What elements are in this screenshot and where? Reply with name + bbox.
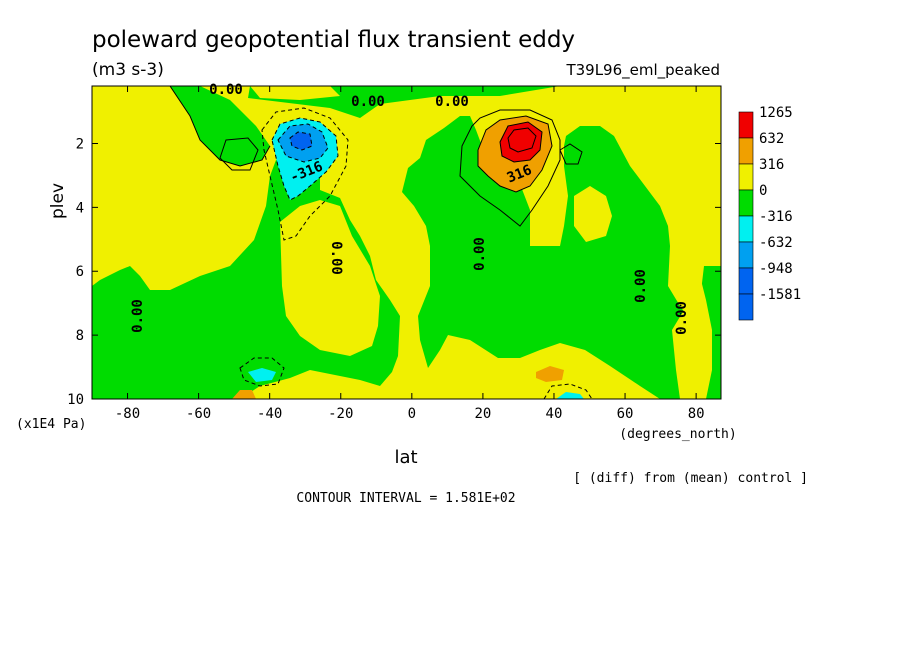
colorbar-swatch bbox=[738, 293, 754, 321]
contour-negative-mid bbox=[271, 117, 339, 201]
x-tick-label: 20 bbox=[474, 406, 491, 422]
field-negative-north-top bbox=[92, 86, 721, 399]
field-positive-orange-bottom bbox=[232, 390, 256, 399]
colorbar-swatch bbox=[738, 137, 754, 165]
x-axis-title: lat bbox=[394, 447, 417, 468]
colorbar-label: 316 bbox=[759, 157, 784, 173]
colorbar-swatch bbox=[738, 215, 754, 243]
colorbar-swatch bbox=[738, 111, 754, 139]
y-tick-label: 2 bbox=[76, 136, 84, 152]
field-positive-strip-top bbox=[250, 86, 340, 100]
x-tick-label: -40 bbox=[257, 406, 282, 422]
contour-interval: CONTOUR INTERVAL = 1.581E+02 bbox=[296, 491, 515, 506]
contour-label: 0.00 bbox=[435, 94, 469, 110]
plot-frame bbox=[91, 85, 722, 400]
field-negative-south-top bbox=[170, 86, 270, 166]
field-negative-cyan-bottom bbox=[556, 392, 584, 399]
y-axis-title: plev bbox=[48, 183, 68, 219]
experiment-label: T39L96_eml_peaked bbox=[565, 61, 720, 80]
contour-label: 0.00 bbox=[351, 94, 385, 110]
colorbar-swatch bbox=[738, 163, 754, 191]
field-positive-island-center bbox=[372, 116, 410, 156]
contour-negative-bottom-a bbox=[239, 357, 285, 387]
contour-negative-inner bbox=[277, 123, 329, 163]
comparison-note: [ (diff) from (mean) control ] bbox=[573, 471, 808, 486]
colorbar-label: 1265 bbox=[759, 105, 793, 121]
field-negative-deep-blue bbox=[290, 132, 312, 150]
colorbar-label: 632 bbox=[759, 131, 784, 147]
chart-title: poleward geopotential flux transient edd… bbox=[92, 27, 575, 53]
x-tick-label: 60 bbox=[617, 406, 634, 422]
colorbar-label: -632 bbox=[759, 235, 793, 251]
colorbar-label: 0 bbox=[759, 183, 767, 199]
y-tick-label: 8 bbox=[76, 328, 84, 344]
x-tick-label: -20 bbox=[328, 406, 353, 422]
contour-zero-line-d bbox=[559, 143, 583, 165]
colorbar-swatch bbox=[738, 267, 754, 295]
x-axis: -80 -60 -40 -20 0 20 40 60 80 bbox=[115, 86, 705, 422]
contour-fill-layer bbox=[92, 86, 721, 399]
colorbar-swatch bbox=[738, 241, 754, 269]
x-axis-units: (degrees_north) bbox=[619, 427, 736, 442]
field-positive-island-east bbox=[574, 186, 612, 242]
contour-positive-orange-edge bbox=[477, 115, 553, 193]
contour-label: 0.00 bbox=[209, 82, 243, 98]
colorbar-swatch bbox=[738, 189, 754, 217]
x-tick-label: 0 bbox=[408, 406, 416, 422]
contour-label: 0.00 bbox=[472, 237, 488, 271]
contour-negative-core bbox=[289, 131, 313, 151]
field-positive-orange-small bbox=[536, 366, 564, 382]
contour-label: 0.00 bbox=[328, 241, 344, 275]
contour-label: 0.00 bbox=[633, 269, 649, 303]
contour-zero-line-b bbox=[219, 137, 259, 171]
colorbar-label: -948 bbox=[759, 261, 793, 277]
colorbar: 1265 632 316 0 -316 -632 -948 -1581 bbox=[738, 105, 801, 321]
contour-negative-bottom-b bbox=[543, 383, 593, 399]
field-positive-island-west bbox=[280, 200, 380, 356]
x-tick-label: -80 bbox=[115, 406, 140, 422]
x-tick-label: -60 bbox=[186, 406, 211, 422]
contour-label: 0.00 bbox=[130, 299, 146, 333]
field-positive-strip-north bbox=[672, 276, 712, 399]
x-tick-label: 80 bbox=[688, 406, 705, 422]
y-tick-label: 4 bbox=[76, 200, 84, 216]
colorbar-label: -1581 bbox=[759, 287, 801, 303]
y-tick-label: 6 bbox=[76, 264, 84, 280]
contour-positive-red-edge bbox=[499, 121, 543, 163]
contour-dashed-lines bbox=[239, 107, 593, 399]
x-tick-label: 40 bbox=[546, 406, 563, 422]
field-negative-cyan-small bbox=[248, 368, 276, 382]
colorbar-label: -316 bbox=[759, 209, 793, 225]
contour-zero-line-a bbox=[169, 86, 271, 167]
y-axis: 2 4 6 8 10 bbox=[67, 136, 721, 408]
y-tick-label: 10 bbox=[67, 392, 84, 408]
contour-label: 0.00 bbox=[674, 301, 690, 335]
y-axis-units: (x1E4 Pa) bbox=[16, 417, 86, 432]
chart-units: (m3 s-3) bbox=[92, 60, 164, 80]
contour-lines bbox=[169, 86, 583, 227]
contour-zero-line-c bbox=[459, 109, 561, 227]
contour-positive-inner bbox=[507, 127, 537, 153]
